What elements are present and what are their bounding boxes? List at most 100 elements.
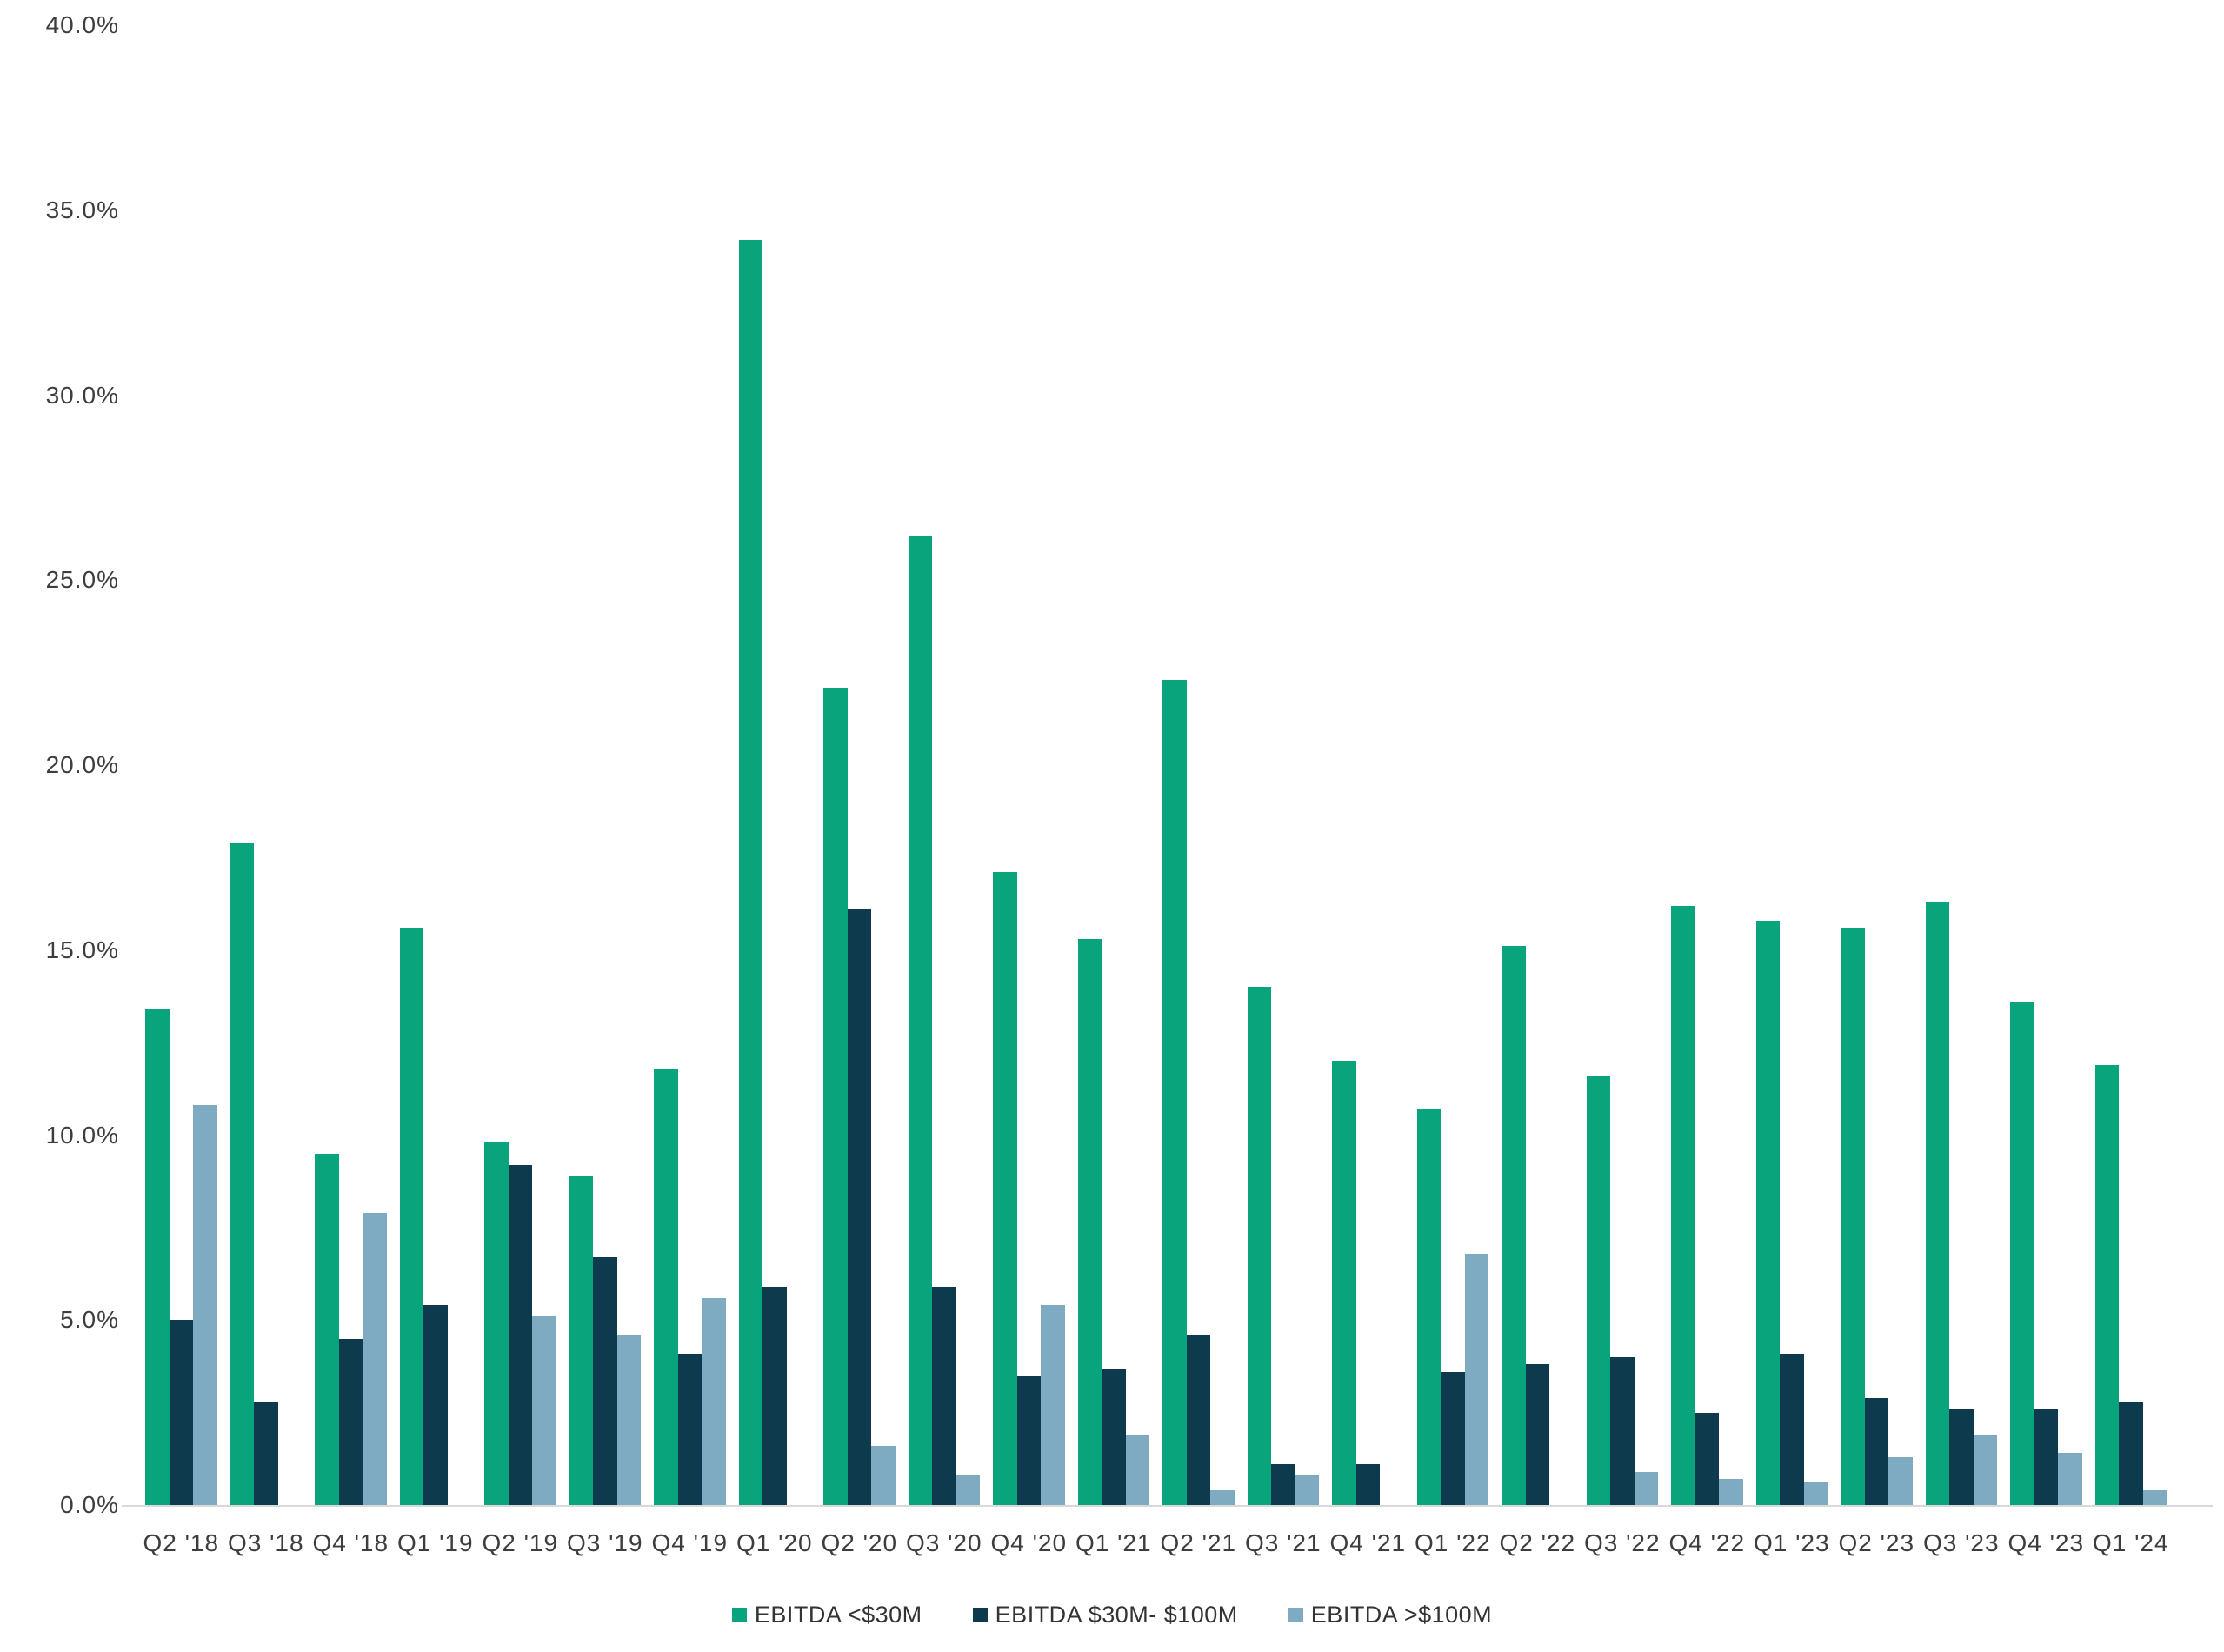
bar-ebitda-30m-100m bbox=[1102, 1368, 1126, 1505]
bar-ebitda-over-100m bbox=[616, 1335, 641, 1505]
bar-ebitda-under-30m bbox=[145, 1009, 170, 1505]
bar-ebitda-under-30m bbox=[2010, 1002, 2034, 1505]
x-tick-label: Q1 '24 bbox=[2092, 1529, 2169, 1556]
bar-ebitda-30m-100m bbox=[1441, 1371, 1465, 1505]
bar-ebitda-30m-100m bbox=[423, 1305, 448, 1505]
bar-ebitda-30m-100m bbox=[508, 1164, 532, 1505]
legend-item-ebitda-over-100m: EBITDA >$100M bbox=[1288, 1602, 1492, 1629]
y-tick-label: 15.0% bbox=[45, 936, 119, 963]
bar-ebitda-under-30m bbox=[569, 1176, 593, 1505]
bar-ebitda-under-30m bbox=[399, 928, 423, 1505]
x-tick-label: Q4 '18 bbox=[312, 1529, 390, 1556]
bar-ebitda-over-100m bbox=[363, 1212, 387, 1505]
chart-legend: EBITDA <$30M EBITDA $30M- $100M EBITDA >$1… bbox=[0, 1602, 2224, 1629]
bar-ebitda-over-100m bbox=[1210, 1489, 1235, 1505]
bar-ebitda-30m-100m bbox=[2119, 1401, 2143, 1505]
bar-ebitda-under-30m bbox=[1671, 905, 1695, 1505]
legend-label: EBITDA $30M- $100M bbox=[995, 1602, 1238, 1628]
bar-ebitda-under-30m bbox=[2094, 1064, 2119, 1505]
bar-ebitda-over-100m bbox=[1803, 1482, 1828, 1505]
x-tick-label: Q1 '20 bbox=[736, 1529, 813, 1556]
bar-ebitda-30m-100m bbox=[254, 1401, 278, 1505]
bar-ebitda-under-30m bbox=[1332, 1061, 1356, 1505]
y-tick-label: 10.0% bbox=[45, 1121, 119, 1149]
legend-label: EBITDA <$30M bbox=[754, 1602, 922, 1628]
bar-ebitda-30m-100m bbox=[593, 1256, 617, 1505]
bar-ebitda-over-100m bbox=[2142, 1489, 2167, 1505]
bar-ebitda-under-30m bbox=[1925, 902, 1949, 1505]
x-tick-label: Q3 '20 bbox=[905, 1529, 982, 1556]
x-tick-label: Q4 '20 bbox=[990, 1529, 1068, 1556]
bar-ebitda-over-100m bbox=[1125, 1435, 1149, 1505]
bar-ebitda-30m-100m bbox=[1271, 1464, 1295, 1505]
bar-ebitda-under-30m bbox=[993, 872, 1017, 1505]
x-tick-label: Q2 '23 bbox=[1838, 1529, 1915, 1556]
x-tick-label: Q2 '19 bbox=[482, 1529, 559, 1556]
bar-ebitda-30m-100m bbox=[677, 1353, 702, 1505]
y-tick-label: 25.0% bbox=[45, 566, 119, 594]
bar-ebitda-30m-100m bbox=[1186, 1335, 1210, 1505]
bar-ebitda-over-100m bbox=[532, 1316, 556, 1505]
legend-color-swatch-icon bbox=[731, 1608, 747, 1622]
bar-ebitda-30m-100m bbox=[338, 1338, 363, 1505]
y-tick-label: 20.0% bbox=[45, 751, 119, 778]
x-tick-label: Q4 '21 bbox=[1329, 1529, 1407, 1556]
bar-ebitda-over-100m bbox=[1888, 1456, 1913, 1505]
bar-ebitda-under-30m bbox=[654, 1068, 678, 1505]
x-tick-label: Q3 '22 bbox=[1583, 1529, 1661, 1556]
x-tick-label: Q2 '22 bbox=[1499, 1529, 1576, 1556]
y-tick-label: 30.0% bbox=[45, 381, 119, 409]
bar-ebitda-30m-100m bbox=[2034, 1409, 2058, 1505]
x-tick-label: Q1 '21 bbox=[1075, 1529, 1152, 1556]
bar-ebitda-30m-100m bbox=[1780, 1353, 1804, 1505]
bar-ebitda-under-30m bbox=[823, 687, 848, 1505]
bar-ebitda-30m-100m bbox=[847, 909, 871, 1505]
x-tick-label: Q3 '18 bbox=[227, 1529, 304, 1556]
bar-ebitda-30m-100m bbox=[1355, 1464, 1380, 1505]
x-tick-label: Q2 '21 bbox=[1160, 1529, 1237, 1556]
bar-ebitda-over-100m bbox=[1041, 1305, 1065, 1505]
bar-ebitda-under-30m bbox=[230, 843, 254, 1505]
bar-ebitda-under-30m bbox=[484, 1142, 509, 1505]
bar-ebitda-under-30m bbox=[315, 1153, 339, 1505]
bar-ebitda-over-100m bbox=[1719, 1479, 1743, 1505]
bar-ebitda-over-100m bbox=[1634, 1471, 1658, 1505]
bar-ebitda-30m-100m bbox=[169, 1320, 193, 1505]
y-tick-label: 35.0% bbox=[45, 196, 119, 223]
bar-ebitda-under-30m bbox=[1247, 987, 1271, 1505]
x-tick-label: Q1 '19 bbox=[396, 1529, 474, 1556]
x-tick-label: Q3 '23 bbox=[1922, 1529, 2000, 1556]
bar-ebitda-30m-100m bbox=[932, 1286, 956, 1505]
x-tick-label: Q1 '22 bbox=[1414, 1529, 1491, 1556]
bar-ebitda-under-30m bbox=[1502, 946, 1526, 1505]
bar-ebitda-under-30m bbox=[1162, 680, 1187, 1505]
bar-ebitda-30m-100m bbox=[762, 1286, 787, 1505]
x-axis-line bbox=[122, 1505, 2213, 1507]
bar-ebitda-over-100m bbox=[193, 1105, 217, 1505]
bar-ebitda-over-100m bbox=[2058, 1453, 2082, 1505]
bar-ebitda-under-30m bbox=[1416, 1109, 1441, 1505]
bar-ebitda-under-30m bbox=[1841, 928, 1865, 1505]
x-tick-label: Q4 '19 bbox=[651, 1529, 729, 1556]
x-tick-label: Q3 '19 bbox=[566, 1529, 643, 1556]
y-tick-label: 5.0% bbox=[60, 1306, 119, 1334]
bar-ebitda-30m-100m bbox=[1610, 1356, 1635, 1505]
legend-color-swatch-icon bbox=[972, 1608, 988, 1622]
x-tick-label: Q4 '22 bbox=[1668, 1529, 1746, 1556]
bar-ebitda-30m-100m bbox=[1525, 1364, 1549, 1505]
bar-ebitda-under-30m bbox=[1586, 1076, 1610, 1505]
bar-ebitda-30m-100m bbox=[1949, 1409, 1974, 1505]
legend-label: EBITDA >$100M bbox=[1310, 1602, 1493, 1628]
legend-item-ebitda-30m-100m: EBITDA $30M- $100M bbox=[972, 1602, 1238, 1629]
y-tick-label: 40.0% bbox=[45, 11, 119, 38]
bar-ebitda-over-100m bbox=[1973, 1435, 1997, 1505]
bar-ebitda-under-30m bbox=[738, 239, 762, 1505]
x-tick-label: Q2 '18 bbox=[143, 1529, 220, 1556]
legend-item-ebitda-under-30m: EBITDA <$30M bbox=[731, 1602, 922, 1629]
x-tick-label: Q1 '23 bbox=[1753, 1529, 1830, 1556]
bar-ebitda-over-100m bbox=[956, 1475, 980, 1505]
y-tick-label: 0.0% bbox=[60, 1491, 119, 1518]
bar-ebitda-30m-100m bbox=[1695, 1412, 1719, 1505]
